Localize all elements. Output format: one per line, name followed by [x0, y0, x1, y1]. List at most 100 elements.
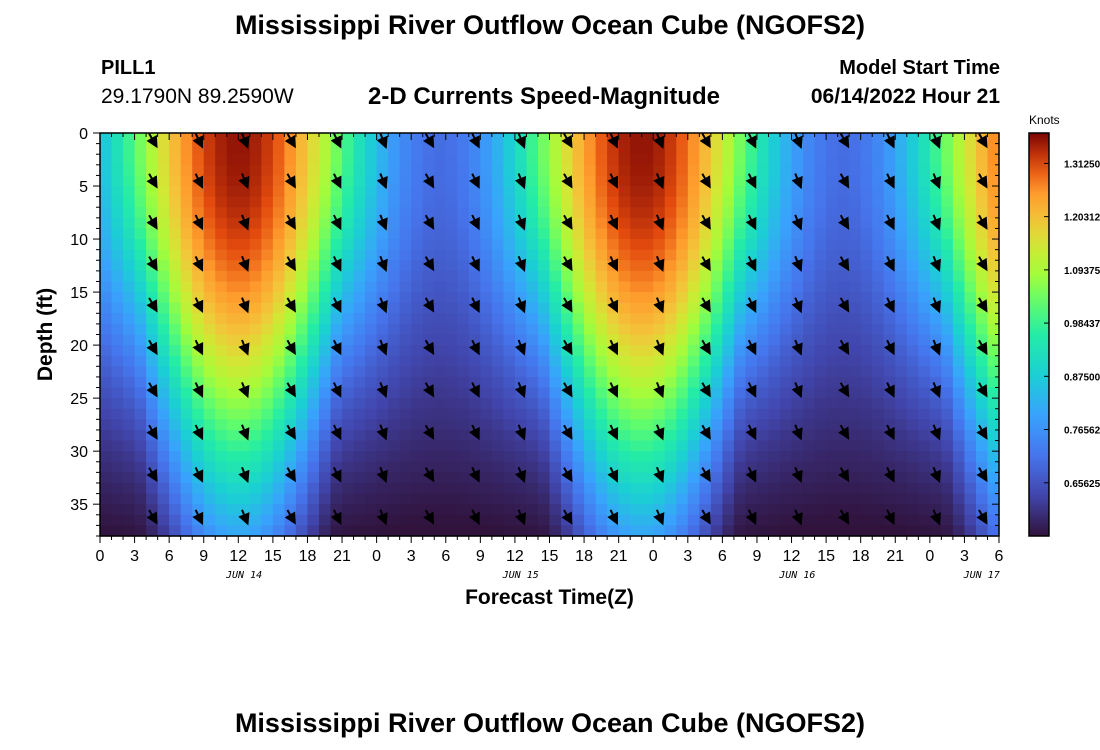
heatmap-cell	[803, 334, 816, 346]
heatmap-cell	[883, 239, 896, 251]
heatmap-cell	[295, 461, 309, 473]
heatmap-cell	[180, 217, 193, 230]
heatmap-cell	[941, 408, 954, 420]
heatmap-cell	[215, 302, 228, 314]
heatmap-cell	[480, 270, 493, 283]
heatmap-cell	[111, 440, 124, 452]
heatmap-cell	[284, 461, 297, 473]
heatmap-cell	[814, 482, 827, 495]
heatmap-cell	[803, 228, 816, 240]
heatmap-cell	[100, 175, 113, 187]
heatmap-cell	[169, 217, 182, 230]
heatmap-cell	[318, 313, 332, 325]
heatmap-cell	[952, 292, 966, 304]
heatmap-cell	[503, 260, 516, 272]
heatmap-cell	[411, 504, 424, 516]
heatmap-cell	[733, 440, 747, 452]
heatmap-cell	[514, 451, 528, 463]
heatmap-cell	[388, 472, 401, 484]
heatmap-cell	[399, 154, 412, 166]
heatmap-cell	[434, 345, 447, 357]
heatmap-cell	[653, 228, 666, 240]
heatmap-cell	[895, 376, 908, 389]
heatmap-cell	[491, 493, 504, 505]
heatmap-cell	[987, 164, 1000, 177]
heatmap-cell	[826, 387, 839, 399]
heatmap-cell	[849, 164, 862, 177]
heatmap-cell	[261, 249, 274, 261]
heatmap-cell	[710, 387, 723, 399]
heatmap-cell	[733, 281, 747, 293]
heatmap-cell	[353, 217, 366, 230]
heatmap-cell	[572, 376, 585, 389]
day-label: JUN 15	[502, 570, 539, 581]
heatmap-cell	[203, 440, 216, 452]
heatmap-cell	[480, 207, 493, 219]
heatmap-cell	[134, 482, 147, 495]
heatmap-cell	[457, 504, 470, 516]
heatmap-cell	[849, 186, 862, 198]
heatmap-cell	[226, 323, 239, 336]
current-arrow	[146, 133, 158, 149]
heatmap-cell	[733, 164, 747, 177]
heatmap-cell	[261, 207, 274, 219]
heatmap-cell	[664, 175, 677, 187]
heatmap-cell	[123, 461, 136, 473]
heatmap-cell	[157, 366, 170, 378]
heatmap-cell	[733, 196, 747, 208]
heatmap-cell	[687, 239, 700, 251]
heatmap-cell	[123, 376, 136, 389]
heatmap-cell	[491, 154, 504, 166]
heatmap-cell	[895, 451, 908, 463]
heatmap-cell	[526, 270, 539, 283]
heatmap-cell	[814, 196, 827, 208]
heatmap-cell	[307, 133, 320, 145]
current-arrow	[883, 173, 895, 189]
heatmap-cell	[664, 408, 677, 420]
heatmap-cell	[676, 525, 689, 537]
heatmap-cell	[549, 514, 562, 526]
heatmap-cell	[480, 451, 493, 463]
heatmap-cell	[699, 461, 712, 473]
heatmap-cell	[780, 408, 793, 420]
heatmap-cell	[468, 228, 481, 240]
heatmap-cell	[215, 313, 228, 325]
heatmap-cell	[111, 133, 124, 145]
heatmap-cell	[480, 196, 493, 208]
heatmap-cell	[618, 281, 631, 293]
heatmap-cell	[514, 323, 528, 336]
heatmap-cell	[987, 355, 1000, 367]
heatmap-cell	[111, 387, 124, 399]
heatmap-cell	[918, 228, 931, 240]
heatmap-cell	[630, 207, 643, 219]
heatmap-cell	[330, 186, 343, 198]
heatmap-cell	[261, 525, 274, 537]
heatmap-cell	[918, 302, 931, 314]
heatmap-cell	[226, 228, 239, 240]
heatmap-cell	[203, 196, 216, 208]
heatmap-cell	[215, 376, 228, 389]
heatmap-cell	[849, 429, 862, 442]
heatmap-cell	[549, 281, 562, 293]
heatmap-cell	[733, 175, 747, 187]
heatmap-cell	[814, 175, 827, 187]
heatmap-cell	[411, 429, 424, 442]
heatmap-cell	[549, 355, 562, 367]
heatmap-cell	[445, 302, 458, 314]
heatmap-cell	[952, 260, 966, 272]
heatmap-cell	[503, 186, 516, 198]
heatmap-cell	[929, 292, 942, 304]
heatmap-cell	[468, 313, 481, 325]
heatmap-cell	[445, 504, 458, 516]
heatmap-cell	[710, 175, 723, 187]
heatmap-cell	[906, 408, 919, 420]
heatmap-cell	[146, 366, 159, 378]
heatmap-cell	[434, 493, 447, 505]
x-tick-label: 15	[541, 548, 559, 565]
heatmap-cell	[180, 504, 193, 516]
heatmap-cell	[307, 525, 320, 537]
current-arrow	[929, 214, 941, 231]
heatmap-cell	[399, 408, 412, 420]
heatmap-cell	[664, 228, 677, 240]
heatmap-cell	[895, 164, 908, 177]
